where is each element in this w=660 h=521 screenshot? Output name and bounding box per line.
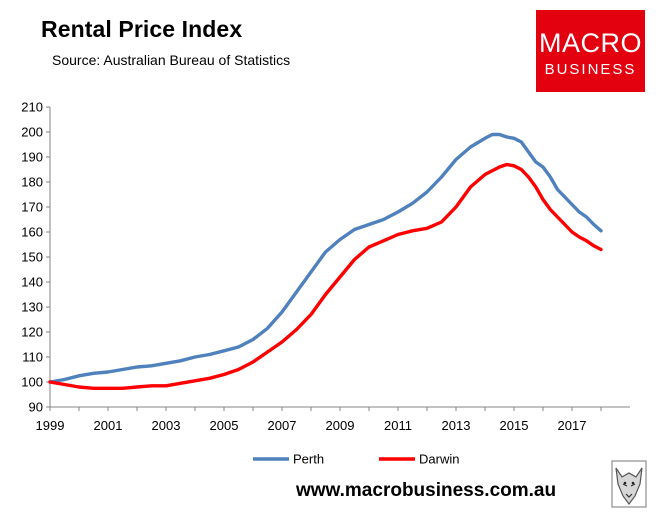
x-tick-label: 2007 <box>268 418 297 433</box>
x-axis: 1999 2001 2003 2005 2007 2009 2011 2013 2015 2017 <box>36 406 630 433</box>
x-tick-label: 2005 <box>210 418 239 433</box>
x-tick-label: 2003 <box>152 418 181 433</box>
x-tick-label: 2017 <box>558 418 587 433</box>
series-group <box>48 132 603 390</box>
y-tick-label: 200 <box>21 125 43 140</box>
y-tick-label: 90 <box>29 400 43 415</box>
y-tick-label: 170 <box>21 200 43 215</box>
y-tick-label: 140 <box>21 275 43 290</box>
y-tick-label: 130 <box>21 300 43 315</box>
x-tick-label: 2001 <box>94 418 123 433</box>
x-tick-label: 2015 <box>500 418 529 433</box>
wolf-icon <box>611 460 647 508</box>
y-axis: 90 100 110 120 130 140 150 160 170 180 190 200 210 <box>21 100 51 415</box>
macrobusiness-logo: MACRO BUSINESS <box>536 10 645 92</box>
y-tick-label: 150 <box>21 250 43 265</box>
y-tick-label: 120 <box>21 325 43 340</box>
logo-line-1: MACRO <box>539 28 642 58</box>
logo-line-2: BUSINESS <box>544 61 637 78</box>
chart-source: Source: Australian Bureau of Statistics <box>52 52 291 68</box>
website-url: www.macrobusiness.com.au <box>296 480 557 501</box>
series-line-perth <box>48 132 603 384</box>
x-tick-label: 1999 <box>36 418 65 433</box>
chart-title: Rental Price Index <box>41 16 243 42</box>
y-tick-label: 100 <box>21 375 43 390</box>
legend-label-darwin: Darwin <box>419 452 459 467</box>
y-tick-label: 110 <box>22 350 43 365</box>
y-tick-label: 190 <box>21 150 43 165</box>
x-tick-label: 2009 <box>326 418 355 433</box>
legend: Perth Darwin <box>253 452 459 467</box>
y-tick-label: 180 <box>21 175 43 190</box>
legend-label-perth: Perth <box>293 452 324 467</box>
series-line-darwin <box>48 162 603 390</box>
y-tick-label: 160 <box>21 225 43 240</box>
x-tick-label: 2013 <box>442 418 471 433</box>
y-tick-label: 210 <box>21 100 43 115</box>
x-tick-label: 2011 <box>384 418 412 433</box>
